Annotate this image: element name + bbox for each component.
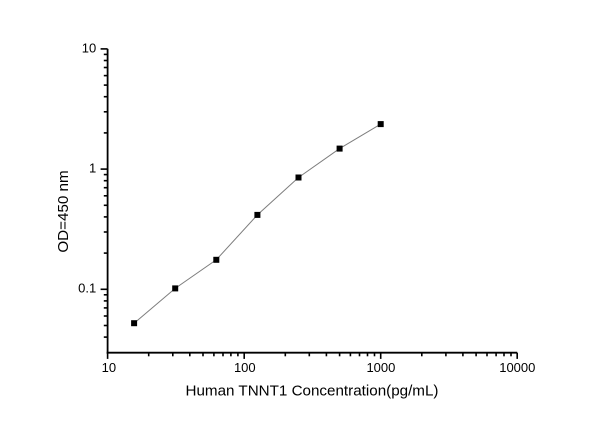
svg-text:OD=450 nm: OD=450 nm bbox=[55, 170, 72, 252]
svg-text:10000: 10000 bbox=[499, 360, 535, 375]
svg-text:10: 10 bbox=[102, 360, 116, 375]
svg-text:1: 1 bbox=[89, 161, 96, 176]
svg-text:10: 10 bbox=[82, 40, 96, 55]
svg-text:1000: 1000 bbox=[366, 360, 395, 375]
svg-text:Human TNNT1 Concentration(pg/m: Human TNNT1 Concentration(pg/mL) bbox=[186, 383, 439, 400]
svg-text:0.1: 0.1 bbox=[78, 281, 96, 296]
svg-text:100: 100 bbox=[234, 360, 256, 375]
